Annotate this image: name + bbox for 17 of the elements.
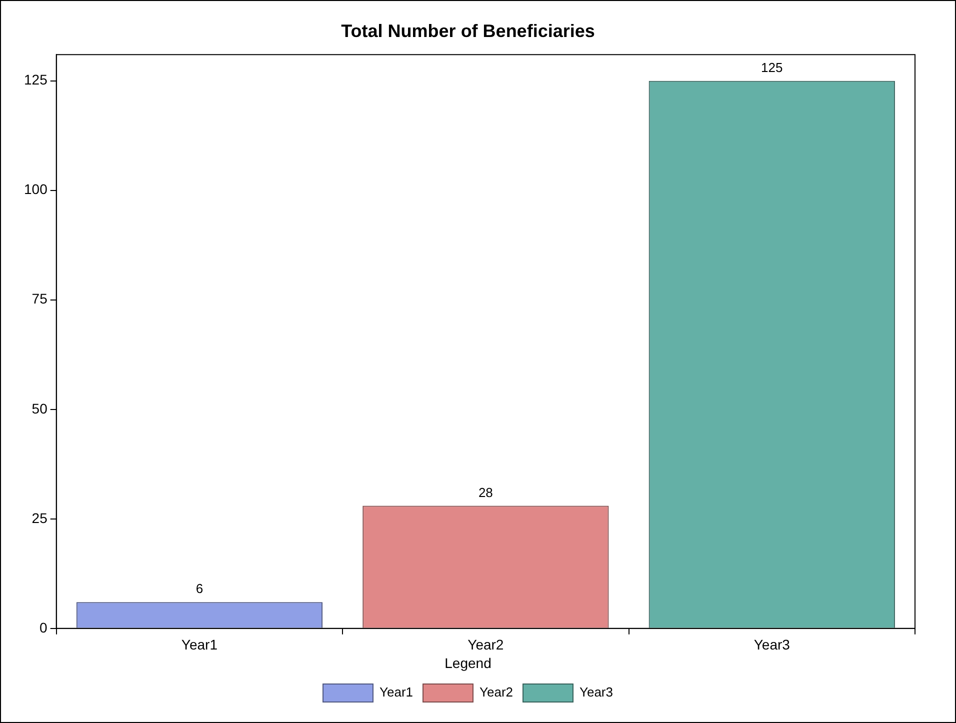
- y-tick-label: 0: [40, 619, 48, 636]
- y-tick-label: 125: [24, 72, 48, 88]
- y-tick-label: 75: [32, 290, 48, 307]
- x-tick-label: Year2: [468, 636, 504, 653]
- y-tick-label: 50: [32, 400, 48, 416]
- legend-title: Legend: [444, 655, 492, 672]
- data-label: 28: [478, 484, 493, 500]
- legend-label: Year1: [380, 684, 414, 700]
- legend-label: Year2: [480, 684, 513, 700]
- data-label: 6: [196, 581, 204, 596]
- data-label: 125: [761, 60, 783, 75]
- x-tick-label: Year3: [754, 636, 790, 653]
- x-tick-label: Year1: [181, 636, 218, 653]
- y-tick-label: 25: [32, 510, 48, 526]
- chart-title: Total Number of Beneficiaries: [341, 20, 595, 41]
- y-tick-label: 100: [24, 181, 48, 198]
- legend-label: Year3: [580, 684, 613, 700]
